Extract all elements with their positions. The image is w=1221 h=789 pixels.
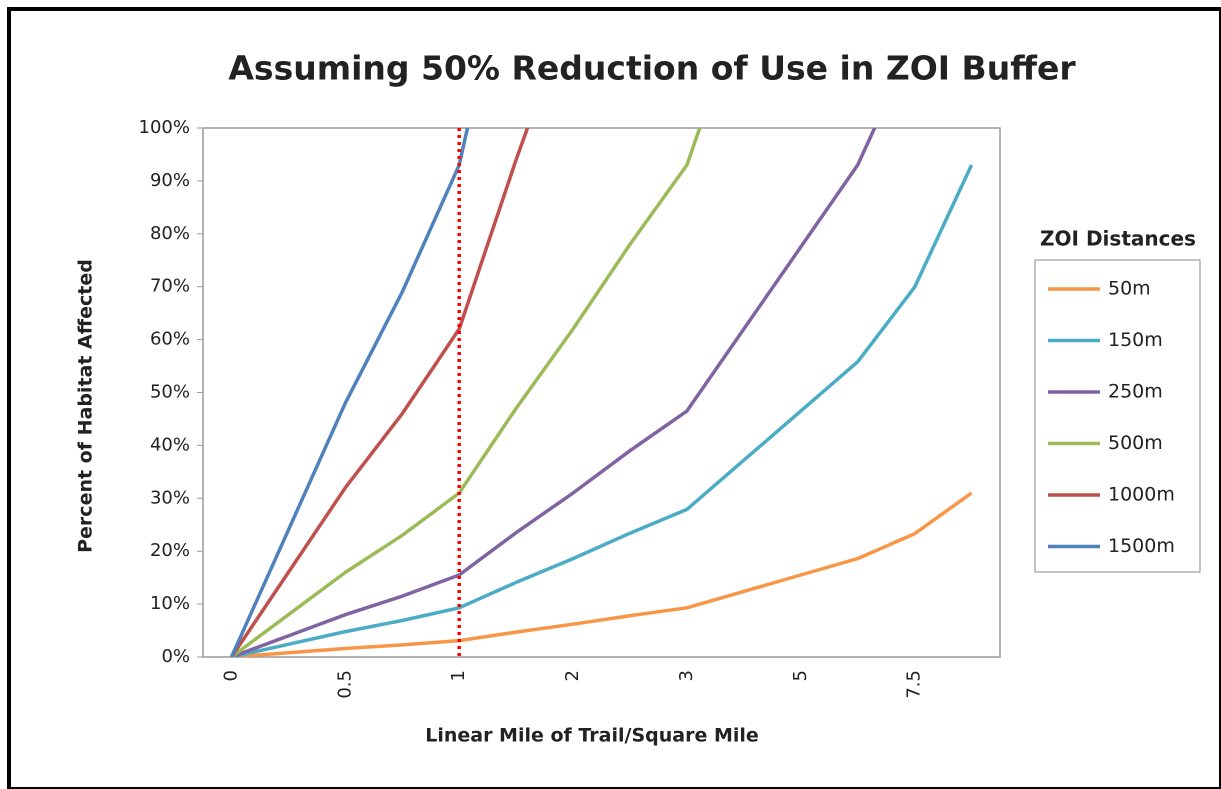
y-tick-label: 20% [150,540,190,561]
legend-label: 1000m [1108,484,1175,506]
legend-label: 500m [1108,432,1163,454]
y-tick-label: 70% [150,276,190,297]
y-tick-label: 30% [150,487,190,508]
legend-label: 50m [1108,278,1151,300]
series-line [231,491,973,657]
series-line [231,164,974,657]
x-axis-title: Linear Mile of Trail/Square Mile [425,725,759,747]
chart-title: Assuming 50% Reduction of Use in ZOI Buf… [228,49,1076,88]
legend-label: 250m [1108,381,1163,403]
series-line [230,128,702,657]
y-tick-label: 50% [150,382,190,403]
lines [229,128,974,657]
y-tick-label: 10% [150,593,190,614]
legend-box [1034,259,1201,573]
series-line [230,128,877,657]
x-tick-label: 3 [676,670,697,681]
legend-label: 1500m [1108,535,1175,557]
y-tick-label: 60% [150,329,190,350]
series-line [230,128,530,657]
x-tick-label: 1 [448,670,469,681]
x-tick-label: 0.5 [334,670,355,699]
x-tick-label: 7.5 [904,670,925,699]
y-tick-label: 100% [139,117,190,138]
y-tick-label: 0% [161,646,190,667]
legend-label: 150m [1108,329,1163,351]
frame [7,7,1221,789]
y-tick-label: 40% [150,434,190,455]
y-tick-label: 80% [150,223,190,244]
x-tick-label: 2 [562,670,583,681]
y-axis-title: Percent of Habitat Affected [75,259,97,553]
y-tick-label: 90% [150,170,190,191]
legend-title: ZOI Distances [1040,227,1196,251]
x-tick-label: 5 [790,670,811,681]
series-line [229,128,470,657]
x-tick-label: 0 [220,670,241,681]
